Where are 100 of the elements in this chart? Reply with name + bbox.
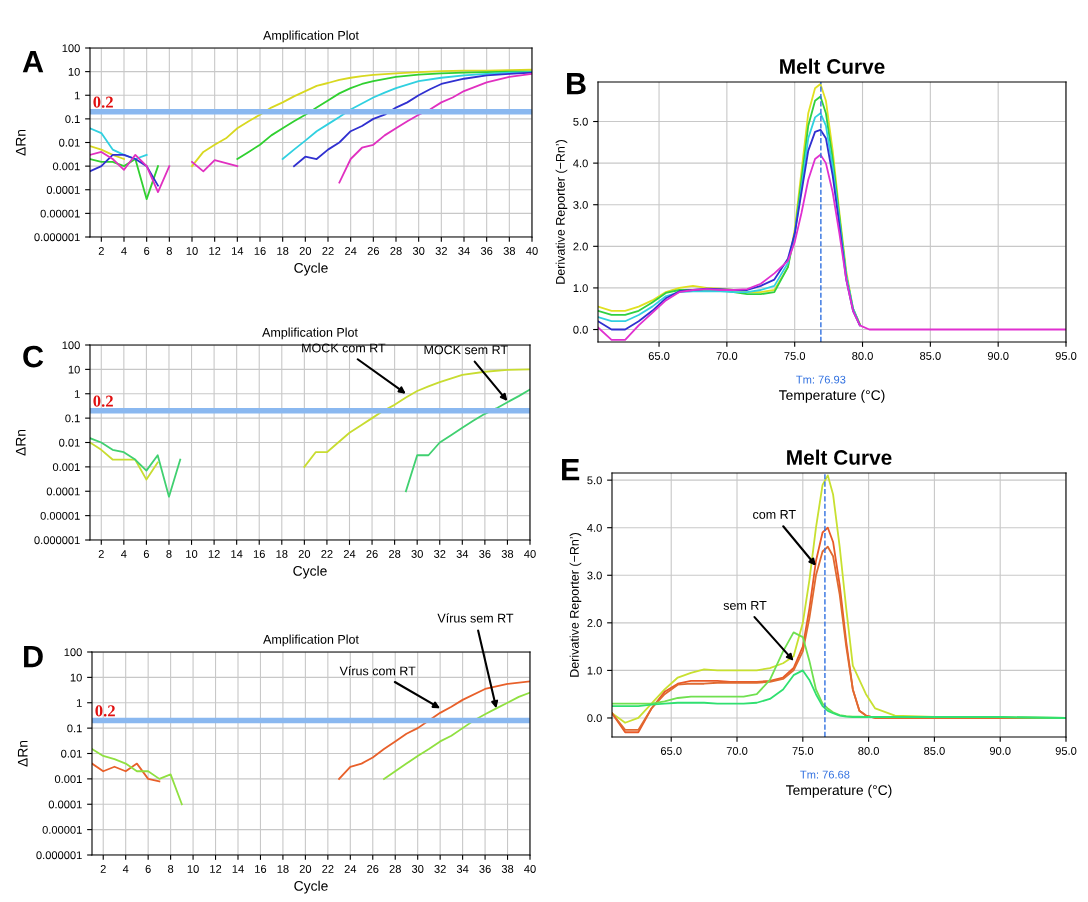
y-tick-label: 0.000001 (34, 536, 80, 545)
chart-title: Amplification Plot (263, 30, 359, 43)
chart-title: Melt Curve (787, 449, 892, 465)
x-tick-label: 14 (232, 865, 244, 873)
y-tick-label: 1.0 (573, 284, 588, 293)
x-tick-label: 75.0 (784, 352, 806, 360)
y-tick-label: 100 (62, 44, 80, 53)
y-tick-label: 0.001 (52, 463, 80, 472)
annotation: Vírus com RT (339, 666, 416, 676)
x-tick-label: 18 (276, 550, 288, 558)
y-tick-label: 0.0 (573, 325, 588, 334)
y-tick-label: 0.1 (67, 724, 82, 733)
x-tick-label: 32 (433, 550, 446, 558)
x-tick-label: 26 (367, 865, 379, 873)
y-tick-label: 3.0 (587, 571, 602, 580)
x-tick-label: 30 (411, 865, 424, 873)
x-tick-label: 16 (254, 247, 266, 255)
text: E (562, 459, 580, 481)
x-tick-label: 95.0 (1055, 747, 1077, 755)
x-tick-label: 4 (121, 550, 127, 558)
y-tick-label: 0.00001 (42, 825, 82, 834)
x-tick-label: 95.0 (1055, 352, 1077, 360)
y-axis-title: ΔRn (15, 129, 26, 156)
y-tick-label: 4.0 (573, 159, 588, 168)
y-tick-label: 0.0 (587, 714, 602, 723)
x-tick-label: 28 (390, 247, 402, 255)
annotation: Vírus sem RT (437, 613, 514, 623)
x-tick-label: 22 (322, 247, 334, 255)
y-tick-label: 1.0 (587, 666, 602, 675)
y-tick-label: 0.01 (61, 749, 82, 758)
x-tick-label: 90.0 (989, 747, 1011, 755)
x-axis-title: Cycle (294, 880, 328, 894)
y-tick-label: 5.0 (587, 476, 602, 485)
x-tick-label: 36 (480, 247, 493, 255)
x-tick-label: 32 (435, 247, 447, 255)
x-tick-label: 8 (166, 550, 172, 558)
y-tick-label: 1 (76, 699, 82, 707)
text: D (24, 646, 43, 668)
x-tick-label: 36 (479, 550, 491, 558)
y-tick-label: 0.000001 (34, 233, 80, 242)
x-tick-label: 2 (100, 865, 106, 873)
x-tick-label: 28 (389, 550, 401, 558)
y-axis-title: ΔRn (17, 740, 28, 767)
y-tick-label: 0.1 (65, 115, 80, 124)
x-tick-label: 40 (524, 550, 536, 558)
x-tick-label: 40 (524, 865, 536, 873)
x-tick-label: 65.0 (660, 747, 682, 755)
text: B (567, 73, 586, 95)
x-tick-label: 10 (186, 550, 198, 558)
x-tick-label: 8 (166, 247, 172, 255)
ref-line-label: 0.2 (93, 96, 113, 108)
x-tick-label: 20 (298, 550, 311, 558)
y-tick-label: 0.00001 (40, 209, 80, 218)
chart-title: Melt Curve (780, 58, 885, 74)
y-axis-title: Derivative Reporter (−Rn’) (569, 533, 582, 677)
annotation: sem RT (723, 601, 767, 610)
x-tick-label: 14 (232, 247, 244, 255)
x-tick-label: 10 (186, 247, 198, 255)
y-tick-label: 100 (62, 341, 80, 350)
x-tick-label: 26 (366, 550, 378, 558)
x-tick-label: 16 (255, 865, 267, 873)
y-tick-label: 0.0001 (46, 487, 80, 496)
text: C (23, 345, 44, 368)
y-tick-label: 0.001 (52, 162, 80, 171)
y-tick-label: 4.0 (587, 523, 602, 532)
chart-title: Amplification Plot (262, 327, 358, 340)
y-tick-label: 10 (70, 673, 82, 682)
x-tick-label: 70.0 (726, 747, 748, 755)
x-tick-label: 80.0 (858, 747, 879, 755)
ref-line-label: Tm: 76.68 (800, 770, 850, 779)
y-tick-label: 100 (64, 648, 82, 657)
y-tick-label: 2.0 (587, 619, 602, 627)
y-tick-label: 0.0001 (46, 186, 80, 194)
x-tick-label: 70.0 (716, 352, 738, 360)
x-tick-label: 18 (277, 865, 289, 873)
y-tick-label: 3.0 (573, 200, 588, 209)
y-tick-label: 0.1 (65, 414, 80, 423)
x-tick-label: 8 (168, 865, 174, 873)
x-tick-label: 28 (389, 865, 401, 873)
x-tick-label: 85.0 (924, 747, 945, 755)
y-tick-label: 2.0 (573, 242, 588, 251)
x-tick-label: 30 (411, 550, 423, 558)
x-tick-label: 6 (143, 550, 150, 558)
x-tick-label: 90.0 (987, 352, 1009, 360)
x-tick-label: 24 (343, 550, 356, 558)
x-axis-title: Cycle (293, 565, 327, 579)
x-tick-label: 2 (98, 550, 104, 558)
x-tick-label: 12 (209, 247, 221, 255)
x-tick-label: 80.0 (852, 352, 873, 360)
y-tick-label: 10 (68, 365, 80, 374)
x-tick-label: 24 (345, 247, 357, 255)
y-tick-label: 5.0 (573, 117, 588, 126)
x-tick-label: 12 (208, 550, 220, 558)
x-tick-label: 40 (526, 247, 538, 255)
x-tick-label: 32 (434, 865, 446, 873)
x-tick-label: 22 (322, 865, 334, 873)
x-tick-label: 30 (412, 247, 425, 255)
ref-line-label: 0.2 (95, 705, 115, 717)
x-tick-label: 4 (122, 865, 129, 873)
y-tick-label: 0.001 (54, 775, 82, 784)
